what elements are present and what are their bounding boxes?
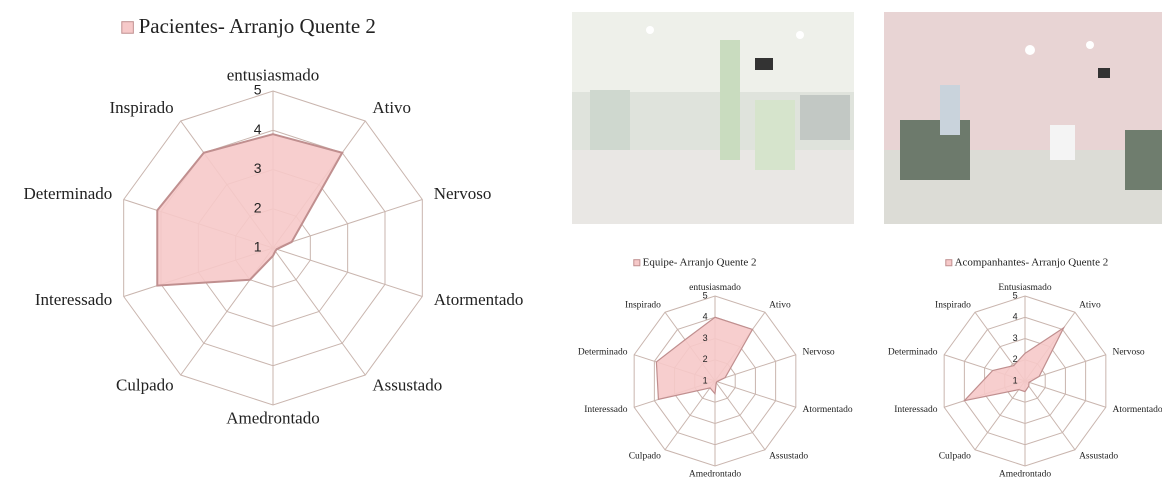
- category-label: Ativo: [1079, 301, 1101, 311]
- category-label: Atormentado: [802, 405, 852, 415]
- category-label: Nervoso: [1112, 347, 1144, 357]
- tick-label: 5: [703, 290, 708, 300]
- category-label: Nervoso: [802, 347, 834, 357]
- legend-marker: [945, 259, 953, 267]
- spoke: [714, 380, 796, 408]
- spoke: [714, 354, 796, 382]
- radar-area: [655, 316, 754, 401]
- category-label: entusiasmado: [227, 66, 320, 85]
- category-label: Interessado: [35, 290, 112, 309]
- tick-label: 5: [1013, 290, 1018, 300]
- tick-label: 5: [254, 82, 262, 98]
- category-label: Nervoso: [434, 184, 492, 203]
- category-label: Ativo: [769, 301, 791, 311]
- legend-label: Equipe- Arranjo Quente 2: [643, 257, 757, 269]
- tick-label: 2: [254, 199, 262, 215]
- radar-area: [962, 325, 1066, 402]
- category-label: Amedrontado: [999, 470, 1051, 480]
- tick-label: 1: [254, 239, 262, 255]
- tick-label: 3: [703, 333, 708, 343]
- category-label: Atormentado: [1112, 405, 1162, 415]
- category-label: Amedrontado: [689, 470, 741, 480]
- spoke: [272, 247, 423, 297]
- category-label: Entusiasmado: [998, 283, 1052, 293]
- category-label: Assustado: [372, 376, 442, 395]
- tick-label: 4: [254, 121, 262, 137]
- legend-label: Pacientes- Arranjo Quente 2: [139, 14, 376, 38]
- category-label: Inspirado: [109, 98, 173, 117]
- spoke: [272, 199, 423, 249]
- category-label: entusiasmado: [689, 283, 741, 293]
- tick-label: 3: [254, 160, 262, 176]
- category-label: Determinado: [578, 347, 628, 357]
- category-label: Interessado: [584, 405, 628, 415]
- category-label: Assustado: [769, 452, 808, 462]
- spoke: [664, 380, 716, 451]
- category-label: Inspirado: [935, 301, 971, 311]
- tick-label: 4: [703, 312, 708, 322]
- category-label: Culpado: [939, 452, 971, 462]
- radar-area: [156, 133, 344, 287]
- category-label: Ativo: [372, 98, 411, 117]
- spoke: [714, 380, 766, 451]
- spoke: [272, 247, 366, 376]
- legend-marker: [121, 21, 134, 34]
- category-label: Culpado: [629, 452, 661, 462]
- photo: [884, 12, 1162, 224]
- category-label: Interessado: [894, 405, 938, 415]
- category-label: Assustado: [1079, 452, 1118, 462]
- spoke: [1024, 380, 1076, 451]
- tick-label: 2: [703, 354, 708, 364]
- category-label: Atormentado: [434, 290, 524, 309]
- category-label: Determinado: [888, 347, 938, 357]
- tick-label: 2: [1013, 354, 1018, 364]
- spoke: [1024, 380, 1106, 408]
- tick-label: 4: [1013, 312, 1018, 322]
- category-label: Inspirado: [625, 301, 661, 311]
- category-label: Determinado: [24, 184, 113, 203]
- spoke: [974, 380, 1026, 451]
- tick-label: 3: [1013, 333, 1018, 343]
- category-label: Culpado: [116, 376, 174, 395]
- photo: [572, 12, 854, 224]
- category-label: Amedrontado: [226, 408, 319, 427]
- tick-label: 1: [703, 375, 708, 385]
- legend-marker: [633, 259, 641, 267]
- legend-label: Acompanhantes- Arranjo Quente 2: [955, 257, 1109, 269]
- tick-label: 1: [1013, 375, 1018, 385]
